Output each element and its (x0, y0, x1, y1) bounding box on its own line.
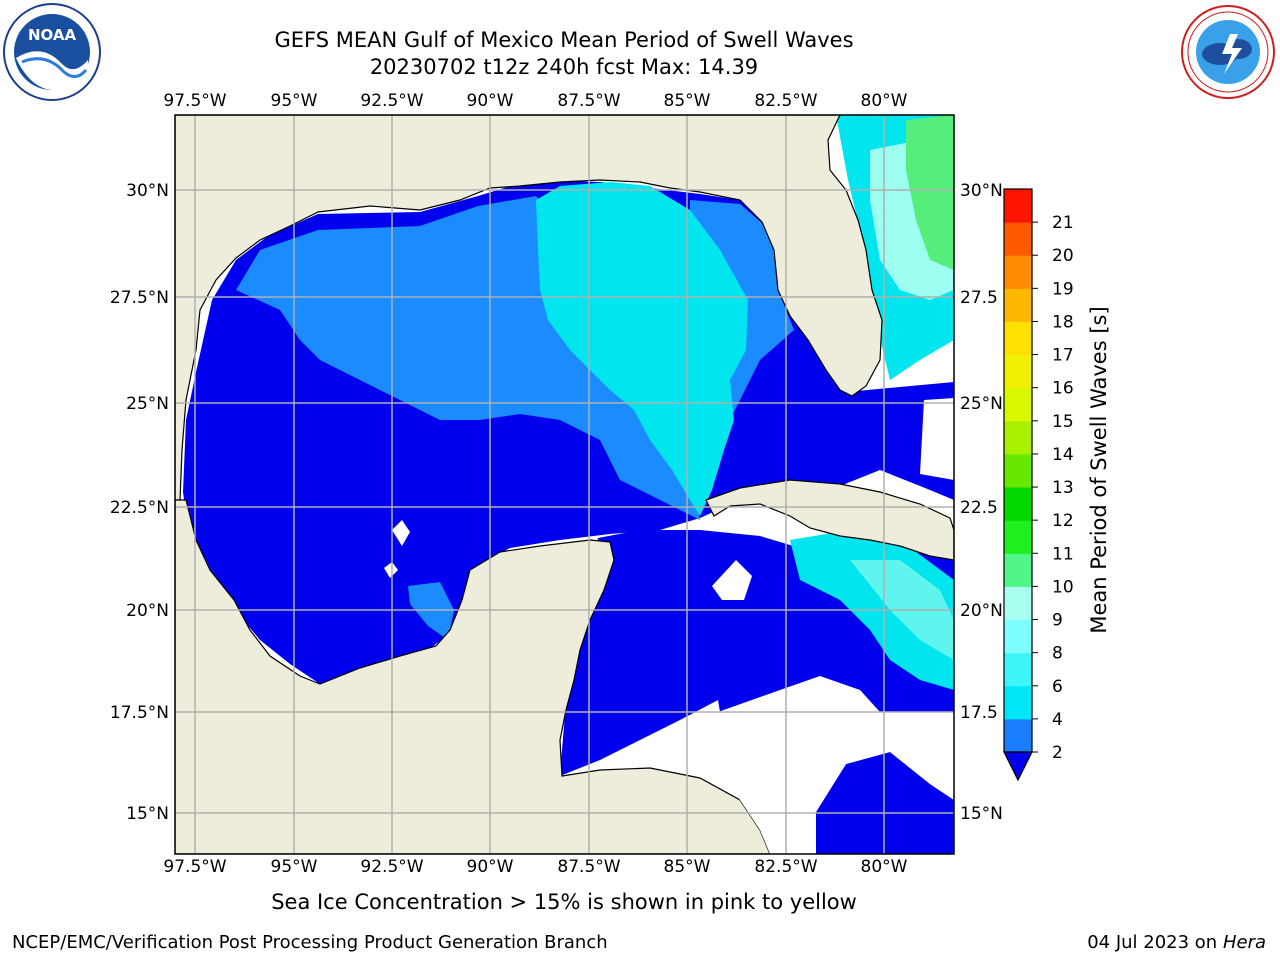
colorbar-tick-label: 8 (1052, 644, 1063, 664)
colorbar-segment (1004, 685, 1032, 720)
colorbar-segment (1004, 652, 1032, 687)
lat-label: 30°N (960, 181, 1003, 201)
lon-label: 95°W (271, 857, 318, 877)
colorbar: 2 4 6 8 9 10 11 12 13 14 15 16 17 18 19 20 21 Mean Perio… (1003, 188, 1111, 782)
lat-label: 15°N (126, 804, 169, 824)
map-frame (174, 114, 955, 855)
colorbar-tick-label: 15 (1052, 412, 1074, 432)
colorbar-segment (1004, 189, 1032, 223)
chart-subtitle: 20230702 t12z 240h fcst Max: 14.39 (369, 55, 759, 79)
chart-title: GEFS MEAN Gulf of Mexico Mean Period of … (274, 28, 854, 52)
colorbar-tick-label: 13 (1052, 478, 1074, 498)
colorbar-segment (1004, 222, 1032, 256)
colorbar-min-extension (1003, 751, 1033, 782)
colorbar-segment (1004, 718, 1032, 753)
lon-label: 92.5°W (360, 91, 423, 111)
lon-label: 97.5°W (163, 91, 226, 111)
colorbar-ticks: 2 4 6 8 9 10 11 12 13 14 15 16 17 18 19 20 21 (1032, 213, 1074, 763)
colorbar-tick-label: 19 (1052, 279, 1074, 299)
colorbar-tick-label: 9 (1052, 611, 1063, 631)
noaa-logo: NOAA (3, 3, 101, 101)
colorbar-segment (1004, 255, 1032, 289)
colorbar-label: Mean Period of Swell Waves [s] (1087, 306, 1111, 633)
colorbar-tick-label: 18 (1052, 312, 1074, 332)
no-data-patch (712, 560, 752, 600)
no-data-patch (718, 676, 954, 854)
lon-label: 90°W (467, 857, 514, 877)
colorbar-tick-label: 11 (1052, 544, 1074, 564)
lon-label: 80°W (861, 857, 908, 877)
footer-date-text: 04 Jul 2023 on (1087, 932, 1223, 953)
lat-label: 27.5 (960, 288, 998, 308)
lat-label: 25°N (126, 394, 169, 414)
colorbar-tick-label: 4 (1052, 710, 1063, 730)
lon-label: 82.5°W (754, 91, 817, 111)
nws-logo (1181, 5, 1275, 99)
caribbean-band-2-4s-south (816, 752, 954, 854)
lon-label: 87.5°W (557, 857, 620, 877)
colorbar-segment (1004, 520, 1032, 554)
colorbar-segment (1004, 387, 1032, 422)
lat-label: 25°N (960, 394, 1003, 414)
colorbar-tick-label: 17 (1052, 346, 1074, 366)
colorbar-segment (1004, 487, 1032, 521)
lon-label: 95°W (271, 91, 318, 111)
lon-label: 87.5°W (557, 91, 620, 111)
lon-label: 97.5°W (163, 857, 226, 877)
footer-credit: NCEP/EMC/Verification Post Processing Pr… (12, 932, 608, 953)
gulf-band-4-6s-west (408, 582, 454, 640)
colorbar-segment (1004, 420, 1032, 455)
colorbar-tick-label: 12 (1052, 511, 1074, 531)
colorbar-segment (1004, 321, 1032, 356)
lon-label: 85°W (664, 91, 711, 111)
no-data-patch (920, 398, 954, 480)
lon-labels-bottom: 97.5°W 95°W 92.5°W 90°W 87.5°W 85°W 82.5… (163, 857, 907, 877)
graticule (175, 115, 954, 854)
lat-label: 20°N (960, 601, 1003, 621)
lat-label: 22.5°N (110, 498, 169, 518)
map-plot-area (175, 115, 954, 854)
land (175, 115, 954, 854)
lon-label: 90°W (467, 91, 514, 111)
lat-label: 15°N (960, 804, 1003, 824)
colorbar-tick-label: 2 (1052, 743, 1063, 763)
colorbar-tick-label: 20 (1052, 246, 1074, 266)
colorbar-tick-label: 14 (1052, 445, 1074, 465)
footer-host: Hera (1222, 932, 1266, 953)
colorbar-frame (1003, 188, 1033, 753)
lon-label: 85°W (664, 857, 711, 877)
lat-label: 27.5°N (110, 288, 169, 308)
colorbar-segment (1004, 619, 1032, 654)
lon-label: 82.5°W (754, 857, 817, 877)
lat-labels-right: 30°N 27.5 25°N 22.5 20°N 17.5 15°N (960, 181, 1003, 824)
lat-label: 30°N (126, 181, 169, 201)
lat-labels-left: 30°N 27.5°N 25°N 22.5°N 20°N 17.5°N 15°N (110, 181, 169, 824)
colorbar-segment (1004, 553, 1032, 587)
lat-label: 20°N (126, 601, 169, 621)
colorbar-segments (1004, 189, 1032, 753)
colorbar-segment (1004, 586, 1032, 621)
footer-date: 04 Jul 2023 on Hera (1087, 932, 1266, 953)
colorbar-segment (1004, 453, 1032, 488)
colorbar-tick-label: 16 (1052, 379, 1074, 399)
colorbar-tick-label: 6 (1052, 677, 1063, 697)
lon-label: 80°W (861, 91, 908, 111)
atlantic-band-10-11s (906, 115, 954, 270)
colorbar-tick-label: 21 (1052, 213, 1074, 233)
noaa-logo-text: NOAA (28, 26, 77, 44)
lon-labels-top: 97.5°W 95°W 92.5°W 90°W 87.5°W 85°W 82.5… (163, 91, 907, 111)
colorbar-segment (1004, 354, 1032, 389)
lat-label: 17.5 (960, 703, 998, 723)
no-data-patch (384, 562, 398, 578)
lon-label: 92.5°W (360, 857, 423, 877)
colorbar-segment (1004, 288, 1032, 322)
lat-label: 22.5 (960, 498, 998, 518)
sea-ice-note: Sea Ice Concentration > 15% is shown in … (271, 890, 857, 914)
lat-label: 17.5°N (110, 703, 169, 723)
colorbar-tick-label: 10 (1052, 577, 1074, 597)
no-data-patch (392, 520, 410, 546)
